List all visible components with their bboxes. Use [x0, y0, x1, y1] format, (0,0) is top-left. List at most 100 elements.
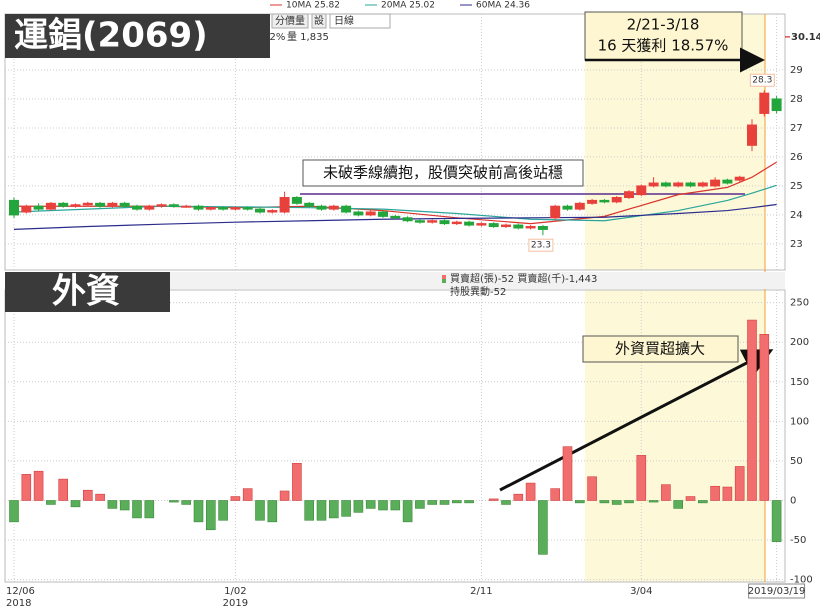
- bar: [144, 500, 155, 519]
- bar: [328, 500, 339, 519]
- y-tick-label: 27: [790, 123, 803, 134]
- candle-body: [697, 182, 708, 187]
- candle-body: [119, 202, 130, 207]
- bar: [562, 446, 573, 501]
- candle-body: [451, 221, 462, 225]
- bar: [95, 493, 105, 501]
- bar: [365, 500, 376, 509]
- candle-body: [501, 224, 511, 228]
- bar: [525, 482, 536, 501]
- highlight: [585, 290, 765, 582]
- candle-body: [648, 182, 659, 187]
- button-label[interactable]: 分價量: [275, 14, 305, 27]
- y-tick-label: 24: [790, 210, 803, 221]
- button[interactable]: [311, 13, 327, 29]
- candle-body: [439, 220, 450, 225]
- bar: [538, 500, 548, 555]
- bar: [181, 500, 191, 505]
- bar: [439, 500, 450, 505]
- x-tick-label: 3/04: [630, 586, 652, 597]
- candle-body: [562, 205, 573, 210]
- bar: [710, 485, 720, 501]
- candle-body: [365, 211, 376, 216]
- y-tick-label: 23: [790, 239, 803, 250]
- bar: [611, 500, 622, 505]
- price-flag-label: 23.3: [531, 241, 551, 251]
- bar: [771, 500, 782, 542]
- candle-body: [33, 205, 44, 210]
- candle-body: [255, 208, 265, 213]
- candle-body: [70, 204, 81, 207]
- x-tick-label: 2/11: [470, 586, 492, 597]
- bar: [33, 470, 44, 501]
- candle-body: [722, 179, 733, 184]
- bar: [107, 500, 118, 509]
- bar: [9, 500, 19, 523]
- bar: [722, 486, 733, 501]
- bar: [206, 500, 216, 531]
- bar: [464, 500, 474, 504]
- legend-label: 60MA 24.36: [476, 1, 530, 11]
- x-tick-year: 2019: [223, 598, 248, 609]
- candle-body: [685, 182, 696, 187]
- dropdown-label[interactable]: 日線: [334, 14, 354, 27]
- candle-body: [525, 226, 536, 229]
- bar: [402, 500, 413, 523]
- candle-body: [267, 210, 278, 213]
- title-box: [5, 14, 270, 58]
- candle-body: [230, 207, 241, 210]
- bar: [279, 490, 290, 501]
- note-box: [582, 335, 739, 363]
- candle-body: [464, 221, 475, 226]
- date-box: [748, 583, 806, 599]
- y-tick-label: 100: [790, 416, 809, 427]
- x-tick-label: 2019/03/19: [748, 586, 806, 597]
- dropdown[interactable]: [329, 13, 391, 29]
- pane-frame: [4, 289, 786, 583]
- candle-body: [107, 202, 118, 207]
- legend-label: 10MA 25.82: [286, 1, 340, 11]
- legend-label: 買賣超(張)-52 買賣超(千)-1,443: [450, 272, 597, 285]
- bar: [513, 493, 524, 501]
- candle-body: [328, 205, 339, 210]
- y-tick-label: 250: [790, 298, 809, 309]
- candle-body: [488, 223, 499, 228]
- candle-body: [747, 124, 757, 146]
- y-tick-label: 25: [790, 181, 803, 192]
- bar: [697, 500, 708, 504]
- candle-body: [218, 207, 229, 210]
- candle-body: [45, 202, 56, 210]
- candle-body: [304, 202, 315, 207]
- bar: [267, 500, 278, 523]
- button[interactable]: [271, 13, 309, 29]
- bar: [46, 500, 56, 505]
- y-tick-label: -100: [790, 575, 813, 586]
- bar: [255, 500, 265, 521]
- bar: [119, 500, 130, 511]
- y-tick-label: 26: [790, 152, 803, 163]
- title-box: [5, 272, 170, 312]
- candle-body: [550, 205, 561, 219]
- bar: [353, 500, 364, 513]
- bar: [624, 500, 634, 504]
- pane-title: 外資: [52, 272, 120, 312]
- bar: [661, 484, 671, 501]
- pane-header: [5, 272, 785, 289]
- legend-swatch: [442, 279, 446, 283]
- bar: [550, 488, 561, 501]
- y-tick-label: 50: [790, 456, 803, 467]
- arrow: [499, 349, 774, 492]
- bar: [574, 500, 585, 504]
- bar: [341, 500, 351, 517]
- candle-body: [710, 179, 721, 187]
- price-flag: [528, 238, 554, 252]
- x-tick-label: 1/02: [224, 586, 246, 597]
- button-label[interactable]: 設: [314, 14, 324, 27]
- bar: [673, 500, 684, 509]
- pane-frame: [4, 13, 786, 271]
- legend-label: 持股異動-52: [450, 285, 506, 298]
- candle-body: [353, 211, 364, 216]
- candle-body: [513, 224, 524, 229]
- bar: [316, 500, 327, 521]
- x-tick-label: 12/06: [6, 586, 35, 597]
